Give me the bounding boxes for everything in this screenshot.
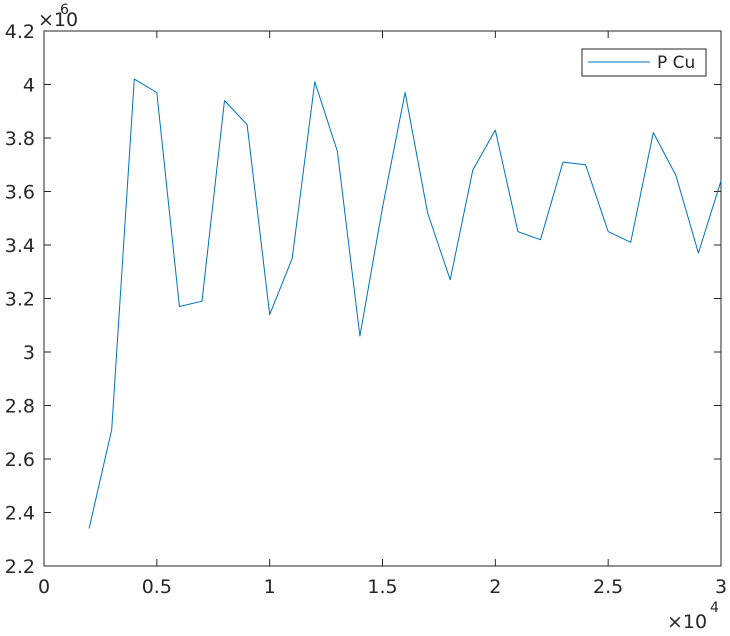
y-tick-label: 3.6: [5, 182, 35, 204]
plot-area-border: [43, 30, 722, 567]
series-layer: [88, 78, 722, 529]
x-tick-label: 3: [715, 576, 727, 598]
y-tick-label: 3: [23, 342, 35, 364]
x-tick-label: 2.5: [593, 576, 623, 598]
x-tick-label: 1: [264, 576, 276, 598]
y-tick-label: 2.2: [5, 556, 35, 578]
y-tick-label: 3.4: [5, 235, 35, 257]
legend-label: P Cu: [657, 53, 695, 73]
x-axis-ticks: 0 0.5 1 1.5 2 2.5 3: [38, 31, 727, 598]
y-tick-label: 2.6: [5, 449, 35, 471]
y-tick-label: 3.8: [5, 128, 35, 150]
x-tick-label: 1.5: [367, 576, 397, 598]
y-multiplier-exponent: 6: [60, 2, 69, 18]
y-multiplier-base: ×10: [38, 9, 78, 31]
y-tick-label: 2.4: [5, 503, 35, 525]
y-tick-label: 4: [23, 75, 35, 97]
y-tick-label: 3.2: [5, 289, 35, 311]
y-tick-label: 4.2: [5, 21, 35, 43]
y-axis-ticks: 2.2 2.4 2.6 2.8 3 3.2 3.4 3.6 3.8 4 4.2: [5, 21, 721, 578]
x-tick-label: 0: [38, 576, 50, 598]
legend: P Cu: [581, 48, 707, 77]
x-tick-label: 2: [489, 576, 501, 598]
series-line-p-cu: [88, 78, 722, 529]
x-multiplier-base: ×10: [667, 611, 707, 631]
x-multiplier-exponent: 4: [710, 600, 719, 616]
x-tick-label: 0.5: [142, 576, 172, 598]
axes-box: [43, 30, 722, 567]
y-tick-label: 2.8: [5, 396, 35, 418]
